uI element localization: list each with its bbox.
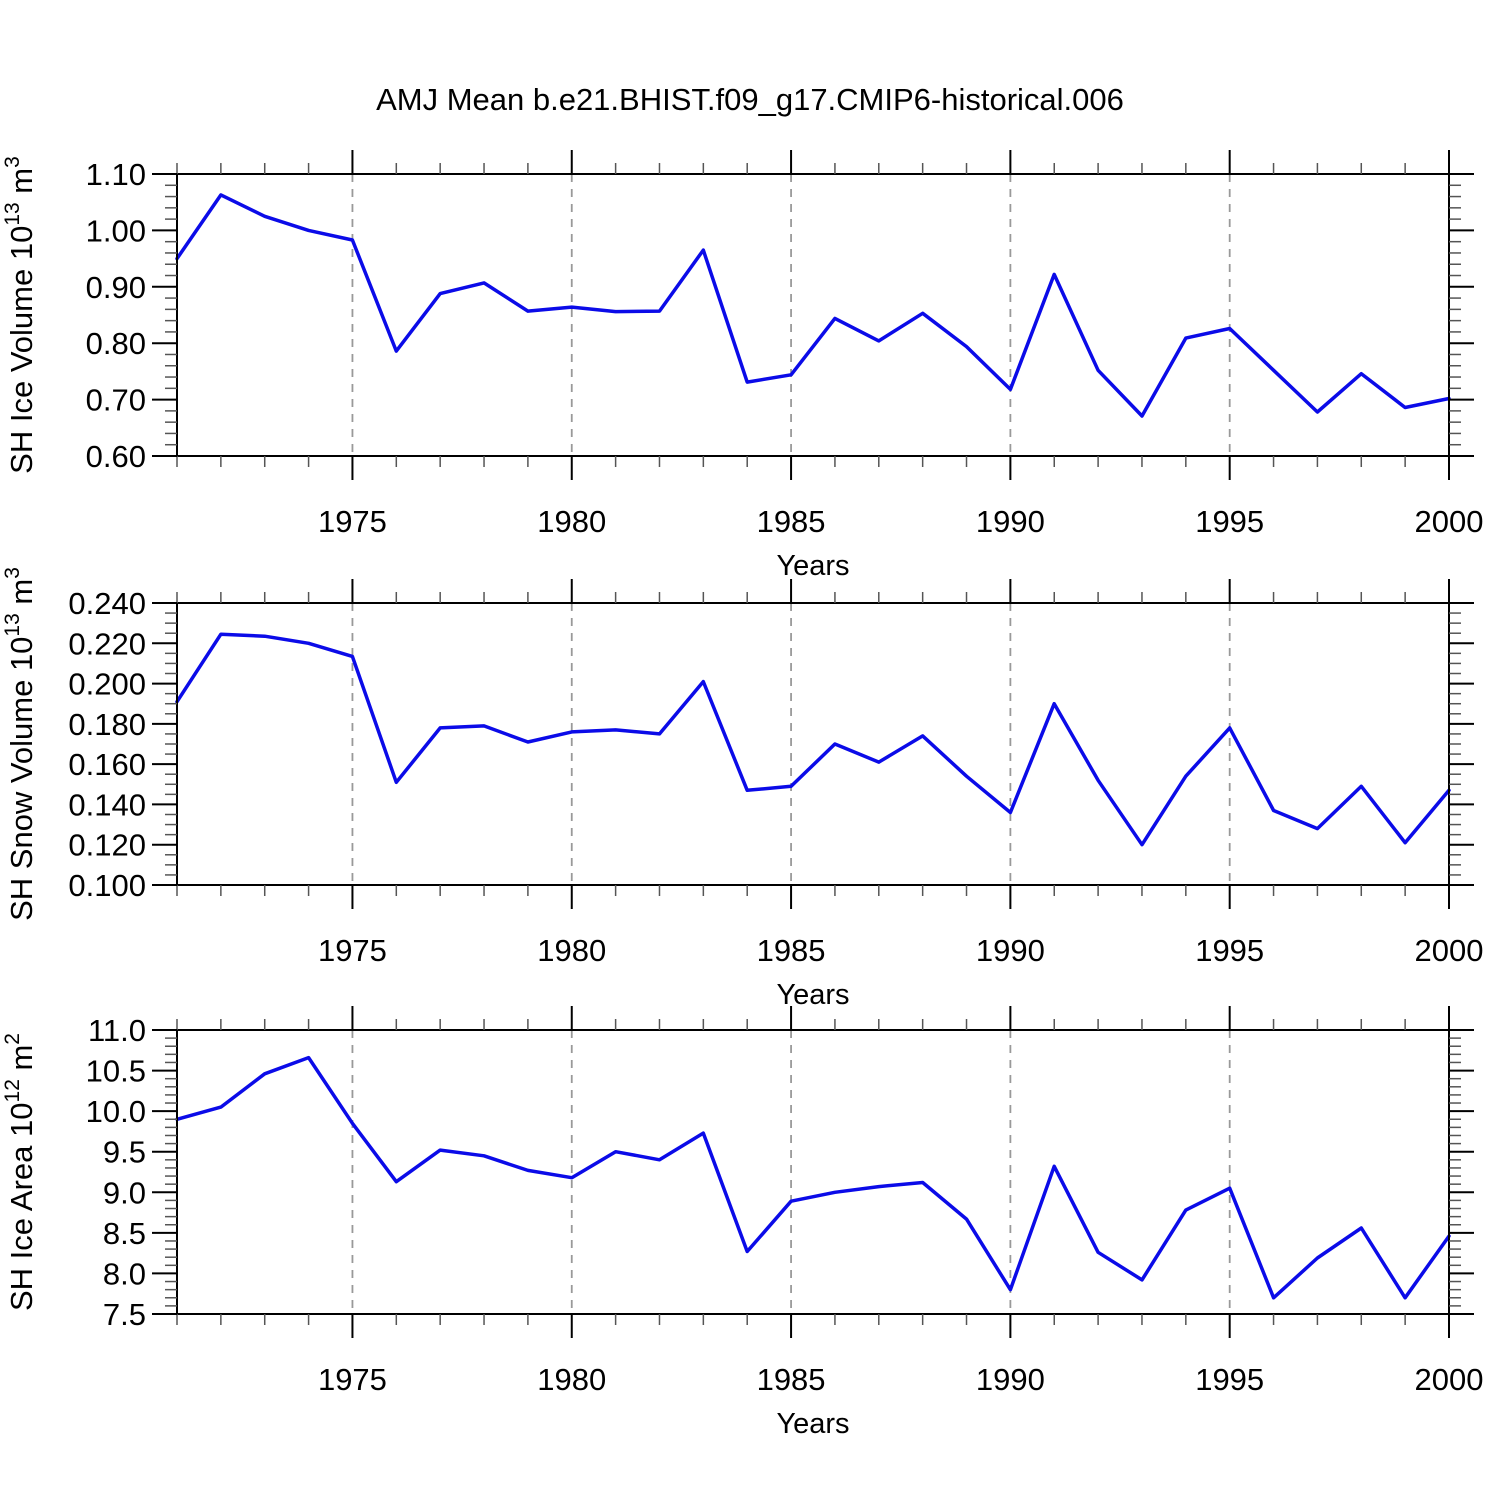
x-tick-label: 2000 xyxy=(1415,504,1484,539)
x-tick-labels: 1975 1980 1985 1990 1995 2000 xyxy=(318,504,1484,539)
y-tick-label: 11.0 xyxy=(88,1013,146,1048)
y-tick-labels: 0.60 0.70 0.80 0.90 1.00 1.10 xyxy=(86,157,146,474)
y-tick-label: 1.10 xyxy=(86,157,146,192)
x-axis-title: Years xyxy=(776,550,849,582)
plot-frame xyxy=(176,602,1450,886)
y-minor-ticks xyxy=(165,184,1461,446)
data-line-sh-snow-volume xyxy=(175,632,1451,847)
y-tick-label: 0.180 xyxy=(68,707,146,742)
x-tick-label: 2000 xyxy=(1415,933,1484,968)
chart-sh-ice-area: 1975 1980 1985 1990 1995 2000 Years 7.5 8.0 8.5 9.… xyxy=(1,1006,1483,1440)
y-axis-title: SH Ice Volume 1013 m3 xyxy=(1,156,39,474)
y-tick-label: 9.5 xyxy=(103,1135,146,1170)
x-tick-label: 1980 xyxy=(537,933,606,968)
y-tick-label: 8.0 xyxy=(103,1256,146,1291)
y-tick-label: 0.70 xyxy=(86,383,146,418)
y-tick-label: 0.80 xyxy=(86,326,146,361)
plot-frame xyxy=(176,173,1450,457)
y-axis-title-sup: 2 xyxy=(1,1033,24,1045)
y-tick-label: 9.0 xyxy=(103,1175,146,1210)
x-tick-label: 1995 xyxy=(1195,933,1264,968)
y-tick-labels: 0.100 0.120 0.140 0.160 0.180 0.200 0.220 0.240 xyxy=(68,586,146,903)
x-tick-label: 1975 xyxy=(318,504,387,539)
x-major-ticks xyxy=(351,150,1450,480)
y-axis-title-run: SH Snow Volume 10 xyxy=(4,637,39,921)
x-tick-label: 1975 xyxy=(318,933,387,968)
y-tick-label: 0.160 xyxy=(68,747,146,782)
y-axis-title-sup: 12 xyxy=(1,1079,24,1102)
x-tick-label: 1995 xyxy=(1195,504,1264,539)
x-minor-ticks xyxy=(176,592,1406,896)
y-axis-title-run: SH Ice Area 10 xyxy=(4,1102,39,1311)
y-minor-ticks xyxy=(165,1037,1461,1307)
x-tick-label: 2000 xyxy=(1415,1362,1484,1397)
x-gridlines xyxy=(351,1030,1231,1314)
y-axis-title-sup: 13 xyxy=(1,202,24,225)
y-axis-title-sup: 3 xyxy=(1,567,24,579)
y-tick-label: 0.240 xyxy=(68,586,146,621)
y-major-ticks xyxy=(152,602,1474,886)
y-axis-title-sup: 13 xyxy=(1,613,24,636)
y-axis-title: SH Snow Volume 1013 m3 xyxy=(1,567,39,921)
plot-frame xyxy=(176,1029,1450,1315)
y-axis-title-run: m xyxy=(4,1045,39,1079)
x-tick-labels: 1975 1980 1985 1990 1995 2000 xyxy=(318,1362,1484,1397)
y-tick-label: 1.00 xyxy=(86,213,146,248)
y-tick-label: 7.5 xyxy=(103,1297,146,1332)
x-tick-label: 1990 xyxy=(976,933,1045,968)
data-line-sh-ice-volume xyxy=(175,193,1451,418)
y-axis-title-run: m xyxy=(4,579,39,613)
y-axis-title-run: m xyxy=(4,168,39,202)
figure-title: AMJ Mean b.e21.BHIST.f09_g17.CMIP6-histo… xyxy=(376,82,1124,117)
y-tick-label: 10.5 xyxy=(86,1054,146,1089)
y-tick-label: 0.200 xyxy=(68,667,146,702)
data-line-sh-ice-area xyxy=(175,1055,1451,1300)
chart-sh-ice-volume: 1975 1980 1985 1990 1995 2000 Years 0.60 0.70 0.8… xyxy=(1,150,1483,582)
y-tick-label: 0.120 xyxy=(68,828,146,863)
x-minor-ticks xyxy=(176,163,1406,467)
y-tick-label: 0.90 xyxy=(86,270,146,305)
y-tick-label: 10.0 xyxy=(86,1094,146,1129)
y-major-ticks xyxy=(152,1029,1474,1315)
y-axis-title: SH Ice Area 1012 m2 xyxy=(1,1033,39,1311)
x-tick-label: 1980 xyxy=(537,504,606,539)
x-axis-title: Years xyxy=(776,979,849,1011)
x-tick-label: 1990 xyxy=(976,1362,1045,1397)
y-major-ticks xyxy=(152,173,1474,457)
y-tick-label: 8.5 xyxy=(103,1216,146,1251)
x-tick-label: 1995 xyxy=(1195,1362,1264,1397)
x-tick-labels: 1975 1980 1985 1990 1995 2000 xyxy=(318,933,1484,968)
chart-sh-snow-volume: 1975 1980 1985 1990 1995 2000Years0.1000.1200… xyxy=(1,567,1483,1011)
y-axis-title-sup: 3 xyxy=(1,156,24,168)
y-tick-label: 0.60 xyxy=(86,439,146,474)
y-tick-label: 0.140 xyxy=(68,787,146,822)
y-tick-label: 0.100 xyxy=(68,868,146,903)
x-major-ticks xyxy=(351,1006,1450,1338)
y-tick-label: 0.220 xyxy=(68,626,146,661)
x-tick-label: 1985 xyxy=(757,1362,826,1397)
x-minor-ticks xyxy=(176,1019,1406,1325)
x-gridlines xyxy=(351,603,1231,885)
x-tick-label: 1975 xyxy=(318,1362,387,1397)
y-tick-labels: 7.5 8.0 8.5 9.0 9.5 10.0 10.5 11.0 xyxy=(86,1013,146,1332)
y-axis-title-run: SH Ice Volume 10 xyxy=(4,226,39,474)
x-tick-label: 1980 xyxy=(537,1362,606,1397)
y-minor-ticks xyxy=(165,612,1461,876)
x-tick-label: 1985 xyxy=(757,504,826,539)
x-tick-label: 1985 xyxy=(757,933,826,968)
x-axis-title: Years xyxy=(776,1408,849,1440)
x-gridlines xyxy=(351,174,1231,456)
x-tick-label: 1990 xyxy=(976,504,1045,539)
x-major-ticks xyxy=(351,579,1450,909)
charts-root: 1975 1980 1985 1990 1995 2000 Years 0.60 0.70 0.8… xyxy=(1,150,1483,1440)
